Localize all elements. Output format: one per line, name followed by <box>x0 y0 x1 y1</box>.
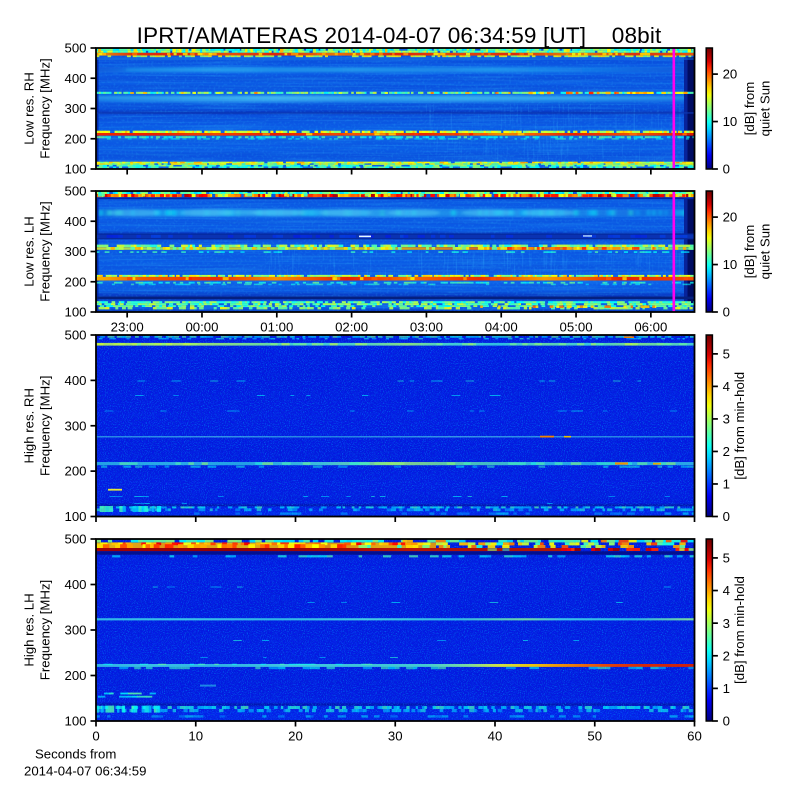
svg-text:Low res. LH: Low res. LH <box>22 216 37 286</box>
svg-text:3: 3 <box>723 616 730 631</box>
svg-text:03:00: 03:00 <box>410 320 443 335</box>
svg-text:1: 1 <box>723 681 730 696</box>
svg-text:10: 10 <box>723 114 738 129</box>
svg-text:02:00: 02:00 <box>335 320 368 335</box>
svg-text:Frequency [MHz]: Frequency [MHz] <box>38 201 53 301</box>
svg-text:Seconds from: Seconds from <box>35 747 116 762</box>
svg-text:200: 200 <box>64 668 86 683</box>
svg-text:50: 50 <box>587 729 602 744</box>
svg-text:Frequency [MHz]: Frequency [MHz] <box>38 58 53 158</box>
svg-text:2014-04-07 06:34:59: 2014-04-07 06:34:59 <box>24 764 146 779</box>
svg-text:20: 20 <box>288 729 303 744</box>
svg-text:40: 40 <box>488 729 503 744</box>
svg-text:quiet Sun: quiet Sun <box>758 81 773 137</box>
svg-text:500: 500 <box>64 184 86 199</box>
svg-text:200: 200 <box>64 274 86 289</box>
svg-text:400: 400 <box>64 71 86 86</box>
svg-text:30: 30 <box>388 729 403 744</box>
svg-text:23:00: 23:00 <box>111 320 144 335</box>
svg-text:20: 20 <box>723 67 738 82</box>
svg-text:200: 200 <box>64 464 86 479</box>
svg-text:100: 100 <box>64 714 86 729</box>
svg-text:quiet Sun: quiet Sun <box>758 224 773 280</box>
svg-text:2: 2 <box>723 444 730 459</box>
svg-text:500: 500 <box>64 41 86 56</box>
svg-text:Frequency [MHz]: Frequency [MHz] <box>38 376 53 476</box>
svg-text:01:00: 01:00 <box>260 320 293 335</box>
svg-text:400: 400 <box>64 214 86 229</box>
svg-text:0: 0 <box>92 729 99 744</box>
svg-text:500: 500 <box>64 532 86 547</box>
svg-text:IPRT/AMATERAS 2014-04-07 06:34: IPRT/AMATERAS 2014-04-07 06:34:59 [UT] 0… <box>137 23 662 48</box>
svg-text:[dB] from min-hold: [dB] from min-hold <box>732 372 747 480</box>
svg-text:High res. LH: High res. LH <box>22 593 37 666</box>
svg-text:500: 500 <box>64 328 86 343</box>
svg-text:0: 0 <box>723 509 730 524</box>
svg-text:0: 0 <box>723 305 730 320</box>
svg-text:10: 10 <box>188 729 203 744</box>
svg-text:[dB] from: [dB] from <box>742 82 757 136</box>
svg-text:0: 0 <box>723 714 730 729</box>
svg-text:06:00: 06:00 <box>634 320 667 335</box>
svg-text:300: 300 <box>64 101 86 116</box>
svg-text:20: 20 <box>723 210 738 225</box>
svg-text:1: 1 <box>723 477 730 492</box>
svg-text:High res. RH: High res. RH <box>22 388 37 463</box>
svg-text:300: 300 <box>64 244 86 259</box>
svg-text:5: 5 <box>723 346 730 361</box>
svg-text:100: 100 <box>64 509 86 524</box>
svg-text:2: 2 <box>723 648 730 663</box>
svg-text:[dB] from: [dB] from <box>742 225 757 279</box>
svg-text:4: 4 <box>723 379 730 394</box>
svg-text:100: 100 <box>64 305 86 320</box>
svg-text:60: 60 <box>687 729 702 744</box>
svg-text:Frequency [MHz]: Frequency [MHz] <box>38 580 53 680</box>
svg-text:Low res. RH: Low res. RH <box>22 72 37 145</box>
svg-text:04:00: 04:00 <box>485 320 518 335</box>
svg-text:100: 100 <box>64 162 86 177</box>
svg-text:00:00: 00:00 <box>185 320 218 335</box>
svg-text:400: 400 <box>64 577 86 592</box>
svg-text:10: 10 <box>723 257 738 272</box>
svg-text:3: 3 <box>723 412 730 427</box>
svg-text:400: 400 <box>64 373 86 388</box>
svg-text:300: 300 <box>64 418 86 433</box>
svg-text:05:00: 05:00 <box>560 320 593 335</box>
svg-text:200: 200 <box>64 131 86 146</box>
svg-text:0: 0 <box>723 162 730 177</box>
svg-text:300: 300 <box>64 623 86 638</box>
